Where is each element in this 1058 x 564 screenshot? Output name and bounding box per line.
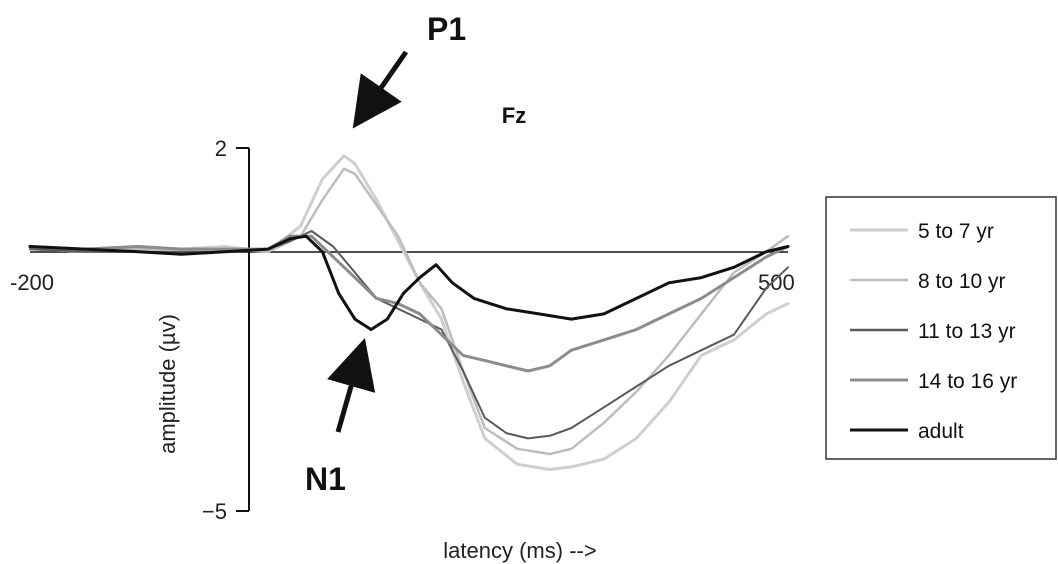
legend-label-1: 8 to 10 yr — [918, 270, 1006, 293]
annotation-n1: N1 — [305, 337, 376, 497]
x-tick-label-left: -200 — [10, 270, 54, 295]
chart-title: Fz — [502, 103, 526, 128]
y-tick-label-bottom: −5 — [202, 499, 227, 524]
legend-label-4: adult — [918, 420, 964, 443]
legend-label-3: 14 to 16 yr — [918, 370, 1017, 393]
annotation-p1: P1 — [352, 11, 466, 129]
annotation-p1-arrow — [352, 50, 409, 129]
annotation-p1-label: P1 — [427, 11, 466, 47]
series-line-0 — [28, 154, 790, 471]
plot-area: 2 −5 -200 500 — [10, 136, 795, 524]
legend: 5 to 7 yr 8 to 10 yr 11 to 13 yr 14 to 16 y… — [825, 196, 1057, 460]
legend-box — [825, 196, 1057, 460]
y-tick-label-top: 2 — [215, 136, 227, 161]
legend-items: 5 to 7 yr 8 to 10 yr 11 to 13 yr 14 to 16 y… — [850, 220, 1017, 443]
series-line-4 — [28, 234, 790, 331]
y-axis-title: amplitude (µv) — [155, 314, 180, 454]
annotation-n1-arrow — [327, 337, 376, 433]
legend-label-0: 5 to 7 yr — [918, 220, 994, 243]
x-axis-title: latency (ms) --> — [443, 538, 596, 563]
series-group — [28, 154, 790, 471]
series-line-3 — [28, 234, 790, 373]
legend-label-2: 11 to 13 yr — [918, 320, 1016, 343]
annotation-n1-label: N1 — [305, 461, 346, 497]
